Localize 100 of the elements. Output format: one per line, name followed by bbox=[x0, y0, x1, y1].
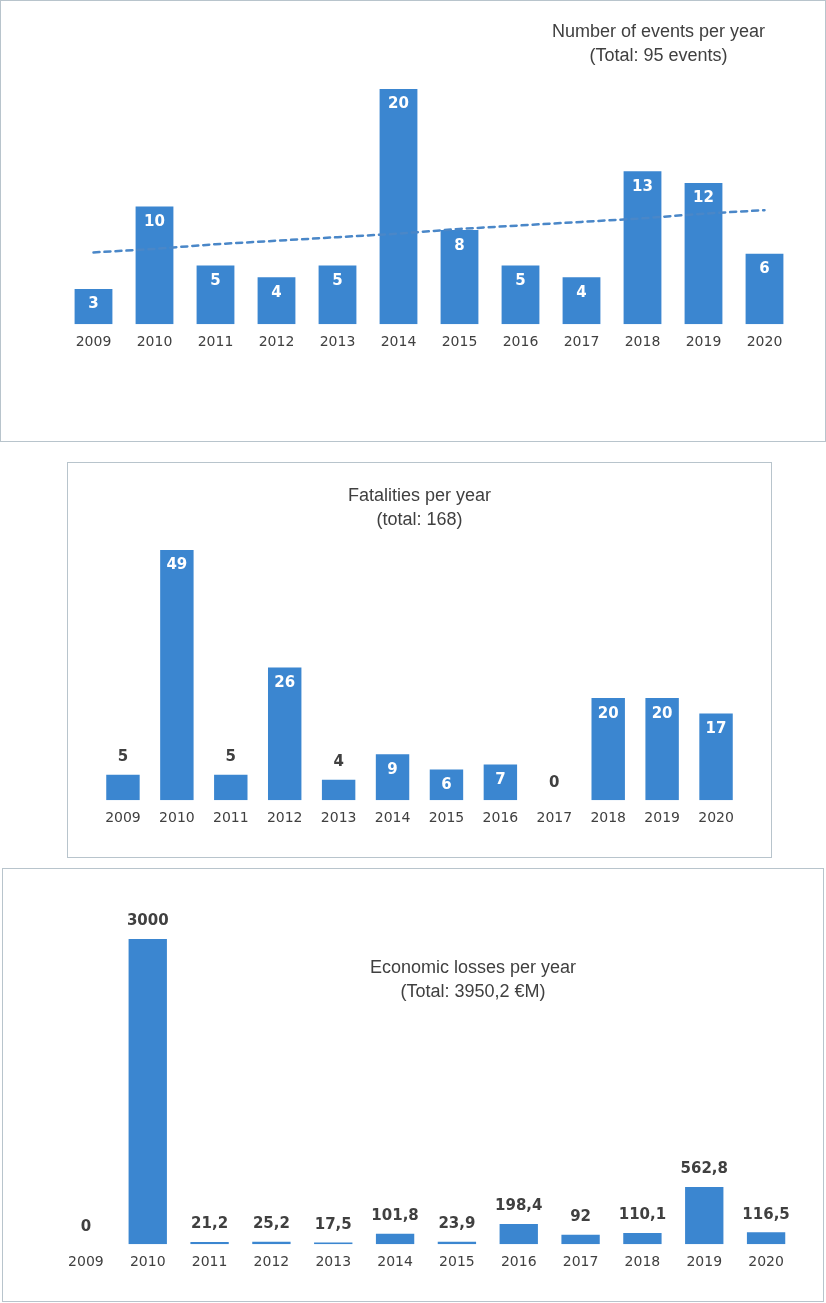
x-tick-label: 2014 bbox=[380, 333, 417, 350]
data-label: 12 bbox=[693, 188, 714, 207]
x-tick-label: 2013 bbox=[315, 1253, 352, 1270]
x-tick-label: 2019 bbox=[686, 1253, 723, 1270]
data-label: 92 bbox=[570, 1207, 592, 1226]
x-tick-label: 2016 bbox=[502, 333, 539, 350]
bar bbox=[379, 89, 418, 325]
data-label: 10 bbox=[144, 211, 165, 230]
data-label: 6 bbox=[441, 774, 452, 793]
bar bbox=[135, 206, 174, 325]
x-tick-label: 2009 bbox=[68, 1253, 104, 1270]
bar bbox=[190, 1242, 229, 1245]
x-tick-label: 2012 bbox=[253, 1253, 290, 1270]
x-tick-label: 2012 bbox=[266, 809, 303, 826]
bar bbox=[561, 1234, 600, 1245]
bar bbox=[318, 265, 357, 325]
data-label: 4 bbox=[333, 752, 344, 771]
bar bbox=[685, 1186, 724, 1245]
chart-title: Number of events per year bbox=[551, 21, 765, 41]
bar bbox=[745, 253, 784, 325]
data-label: 562,8 bbox=[680, 1159, 728, 1178]
x-tick-label: 2017 bbox=[563, 333, 600, 350]
bar bbox=[321, 779, 356, 801]
bar bbox=[623, 171, 662, 325]
x-tick-label: 2013 bbox=[320, 809, 357, 826]
bar bbox=[623, 1233, 662, 1245]
x-tick-label: 2018 bbox=[590, 809, 627, 826]
data-label: 5 bbox=[332, 270, 343, 289]
bar bbox=[684, 183, 723, 325]
text: (Total: 3950,2 €M) bbox=[400, 981, 546, 1001]
data-label: 20 bbox=[651, 703, 673, 722]
bar bbox=[128, 939, 167, 1245]
data-label: 101,8 bbox=[371, 1206, 419, 1225]
data-label: 17 bbox=[705, 718, 727, 737]
data-label: 5 bbox=[117, 747, 129, 766]
x-tick-label: 2019 bbox=[644, 809, 680, 826]
data-label: 20 bbox=[388, 94, 409, 113]
bar bbox=[499, 1224, 538, 1245]
bar bbox=[501, 265, 540, 325]
data-label: 5 bbox=[210, 270, 221, 289]
bar bbox=[746, 1232, 786, 1245]
bar bbox=[699, 713, 733, 801]
x-tick-label: 2009 bbox=[105, 809, 141, 826]
x-tick-label: 2017 bbox=[562, 1253, 599, 1270]
data-label: 7 bbox=[495, 769, 506, 788]
bar bbox=[106, 774, 140, 801]
x-tick-label: 2015 bbox=[441, 333, 478, 350]
bar bbox=[591, 698, 625, 801]
data-label: 26 bbox=[274, 672, 296, 691]
bar bbox=[440, 230, 479, 325]
bar bbox=[375, 754, 410, 801]
x-tick-label: 2011 bbox=[212, 809, 249, 826]
data-label: 6 bbox=[759, 259, 770, 278]
x-tick-label: 2018 bbox=[624, 333, 661, 350]
data-label: 4 bbox=[271, 282, 282, 301]
data-label: 5 bbox=[225, 747, 237, 766]
data-label: 3 bbox=[88, 294, 99, 313]
bar bbox=[214, 774, 248, 801]
x-tick-label: 2011 bbox=[191, 1253, 228, 1270]
data-label: 110,1 bbox=[618, 1205, 667, 1224]
data-label: 8 bbox=[454, 235, 465, 254]
x-tick-label: 2019 bbox=[685, 333, 722, 350]
data-label: 23,9 bbox=[438, 1214, 476, 1233]
data-label: 0 bbox=[549, 772, 560, 791]
x-tick-label: 2017 bbox=[536, 809, 573, 826]
bar bbox=[267, 667, 302, 801]
text: Economic losses per year bbox=[369, 957, 577, 977]
chart-title: Fatalities per year bbox=[347, 485, 492, 505]
x-tick-label: 2018 bbox=[624, 1253, 661, 1270]
x-tick-label: 2010 bbox=[136, 333, 173, 350]
bar bbox=[645, 698, 679, 801]
bar bbox=[562, 277, 601, 325]
x-tick-label: 2020 bbox=[746, 333, 783, 350]
x-tick-label: 2015 bbox=[428, 809, 465, 826]
x-tick-label: 2020 bbox=[748, 1253, 784, 1270]
x-tick-label: 2011 bbox=[197, 333, 234, 350]
x-tick-label: 2012 bbox=[258, 333, 295, 350]
x-tick-label: 2020 bbox=[698, 809, 734, 826]
data-label: 116,5 bbox=[742, 1204, 790, 1223]
data-label: 4 bbox=[576, 282, 587, 301]
x-tick-label: 2014 bbox=[377, 1253, 413, 1270]
data-label: 17,5 bbox=[314, 1214, 352, 1233]
bar bbox=[160, 550, 194, 801]
x-tick-label: 2010 bbox=[159, 809, 195, 826]
data-label: 3000 bbox=[126, 911, 169, 930]
data-label: 21,2 bbox=[191, 1214, 229, 1233]
x-tick-label: 2016 bbox=[482, 809, 519, 826]
chart-subtitle: (total: 168) bbox=[376, 509, 463, 529]
x-tick-label: 2013 bbox=[319, 333, 356, 350]
bar bbox=[196, 265, 235, 325]
data-label: 20 bbox=[597, 703, 619, 722]
data-label: 25,2 bbox=[252, 1214, 290, 1233]
data-label: 49 bbox=[166, 555, 188, 574]
x-tick-label: 2016 bbox=[500, 1253, 537, 1270]
data-label: 9 bbox=[387, 759, 398, 778]
x-tick-label: 2009 bbox=[75, 333, 112, 350]
x-tick-label: 2014 bbox=[374, 809, 411, 826]
data-label: 13 bbox=[632, 176, 653, 195]
data-label: 198,4 bbox=[495, 1196, 543, 1215]
bar bbox=[483, 764, 518, 801]
